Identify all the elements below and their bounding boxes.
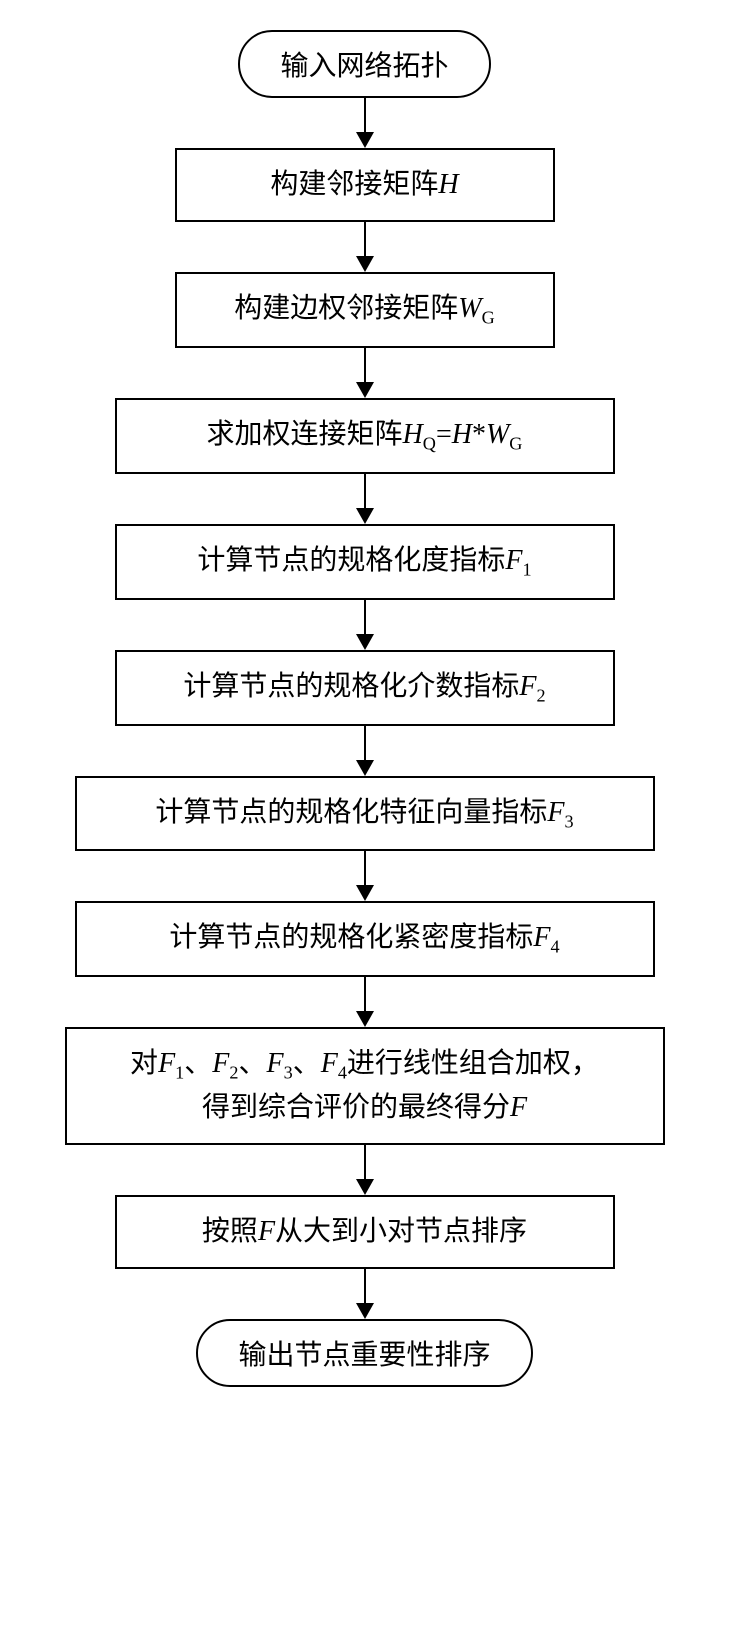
process-step7: 计算节点的规格化紧密度指标F4: [75, 901, 655, 977]
flow-arrow: [356, 348, 374, 398]
flow-arrow: [356, 726, 374, 776]
terminal-end: 输出节点重要性排序: [196, 1319, 532, 1387]
flow-arrow: [356, 851, 374, 901]
process-step6: 计算节点的规格化特征向量指标F3: [75, 776, 655, 852]
flow-arrow: [356, 474, 374, 524]
process-step3: 求加权连接矩阵HQ=H*WG: [115, 398, 615, 474]
flow-arrow: [356, 222, 374, 272]
flow-arrow: [356, 1269, 374, 1319]
flow-arrow: [356, 98, 374, 148]
process-step1: 构建邻接矩阵H: [175, 148, 555, 222]
process-step5: 计算节点的规格化介数指标F2: [115, 650, 615, 726]
process-step8: 对F1、F2、F3、F4进行线性组合加权，得到综合评价的最终得分F: [65, 1027, 665, 1145]
process-step2: 构建边权邻接矩阵WG: [175, 272, 555, 348]
flow-arrow: [356, 1145, 374, 1195]
flowchart-container: 输入网络拓扑构建邻接矩阵H 构建边权邻接矩阵WG 求加权连接矩阵HQ=H*WG 计算节…: [60, 30, 669, 1387]
flow-arrow: [356, 977, 374, 1027]
terminal-start: 输入网络拓扑: [238, 30, 490, 98]
process-step9: 按照F从大到小对节点排序: [115, 1195, 615, 1269]
process-step4: 计算节点的规格化度指标F1: [115, 524, 615, 600]
flow-arrow: [356, 600, 374, 650]
